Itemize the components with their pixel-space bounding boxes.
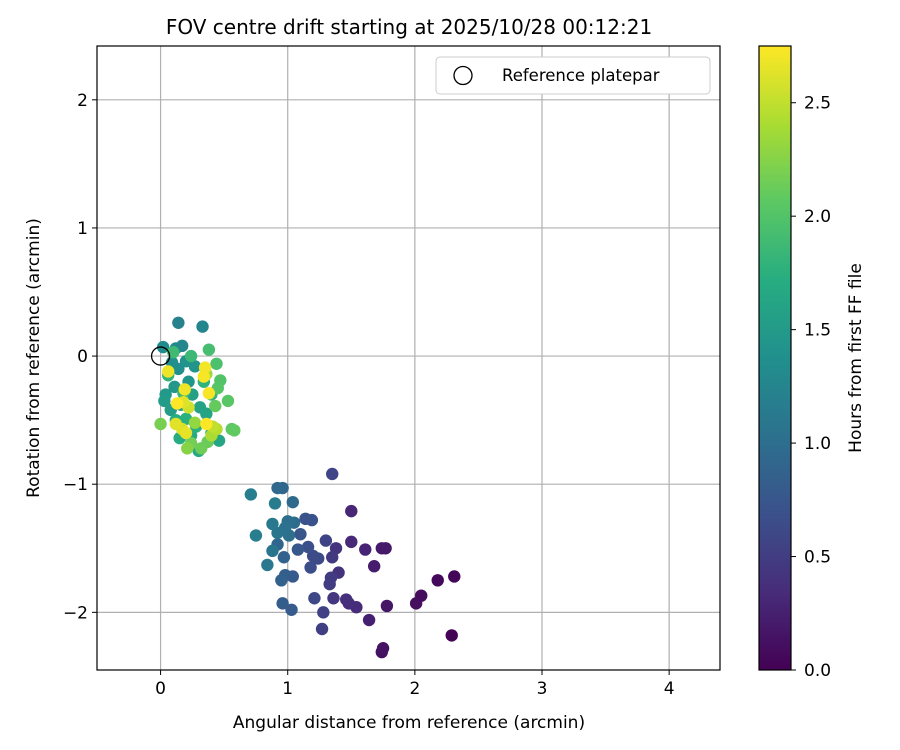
- data-point: [170, 397, 184, 410]
- data-point: [169, 417, 183, 431]
- legend-box: [435, 56, 711, 95]
- data-point: [301, 540, 315, 554]
- data-point: [294, 527, 307, 541]
- scatter-points: [150, 316, 461, 659]
- data-point: [345, 504, 358, 518]
- data-point: [375, 542, 388, 555]
- legend: Reference platepar: [435, 56, 711, 95]
- y-tick-label: 0: [77, 347, 88, 367]
- data-point: [445, 629, 458, 642]
- data-point: [345, 535, 358, 549]
- y-tick-label: 1: [77, 219, 88, 239]
- data-point: [276, 597, 289, 610]
- data-point: [184, 349, 198, 363]
- data-point: [188, 416, 202, 429]
- colorbar-gradient: [759, 46, 791, 670]
- data-point: [181, 442, 194, 455]
- colorbar-label: Hours from first FF file: [846, 263, 866, 453]
- colorbar-tick-label: 1.0: [804, 434, 831, 454]
- y-axis-ticks: −2 −1 0 1 2: [63, 91, 97, 623]
- x-axis-label: Angular distance from reference (arcmin): [233, 713, 585, 733]
- legend-entry-reference: Reference platepar: [502, 66, 660, 85]
- data-point: [285, 603, 298, 616]
- data-point: [261, 558, 274, 572]
- data-point: [179, 426, 193, 440]
- x-tick-label: 0: [155, 679, 166, 699]
- data-point: [209, 399, 222, 413]
- data-point: [299, 512, 312, 526]
- data-point: [221, 394, 235, 408]
- y-tick-label: −1: [63, 475, 88, 495]
- data-point: [277, 551, 291, 564]
- data-point: [362, 613, 376, 627]
- data-point: [409, 597, 423, 610]
- y-axis-label: Rotation from reference (arcmin): [24, 218, 44, 498]
- plot-frame: [96, 45, 721, 671]
- data-point: [317, 606, 330, 619]
- data-point: [380, 599, 394, 613]
- data-point: [268, 497, 282, 510]
- x-axis-ticks: 0 1 2 3 4: [155, 670, 675, 699]
- x-tick-label: 1: [282, 679, 293, 699]
- data-point: [326, 551, 339, 564]
- data-point: [172, 362, 185, 376]
- data-point: [327, 592, 340, 605]
- data-point: [367, 560, 381, 573]
- data-point: [162, 365, 175, 378]
- colorbar: 0.0 0.5 1.0 1.5 2.0 2.5 Hours from first FF f…: [758, 45, 866, 681]
- data-point: [266, 544, 279, 558]
- colorbar-ticks: 0.0 0.5 1.0 1.5 2.0 2.5: [791, 94, 831, 681]
- data-point: [308, 592, 321, 605]
- data-point: [188, 360, 202, 373]
- colorbar-tick-label: 0.0: [804, 661, 831, 681]
- data-point: [200, 417, 213, 431]
- data-point: [202, 387, 216, 400]
- data-point: [178, 383, 191, 396]
- colorbar-tick-label: 2.5: [804, 94, 831, 114]
- data-point: [154, 417, 167, 431]
- grid-lines: [97, 46, 720, 670]
- data-point: [158, 394, 171, 408]
- reference-platepar-marker: [150, 346, 171, 366]
- chart-title: FOV centre drift starting at 2025/10/28 …: [166, 15, 652, 39]
- data-point: [195, 442, 208, 455]
- data-point: [266, 517, 279, 531]
- data-point: [210, 357, 223, 370]
- data-point: [172, 316, 185, 329]
- data-point: [244, 488, 258, 501]
- x-tick-label: 3: [537, 679, 548, 699]
- data-point: [249, 529, 263, 542]
- data-point: [196, 320, 209, 333]
- data-point: [304, 561, 317, 574]
- data-point: [448, 570, 461, 583]
- data-point: [202, 343, 216, 356]
- data-point: [168, 380, 181, 394]
- legend-marker-reference: [453, 65, 473, 86]
- data-point: [376, 642, 390, 655]
- data-point: [326, 467, 339, 481]
- data-point: [315, 622, 329, 636]
- x-tick-label: 4: [664, 679, 675, 699]
- data-point: [197, 370, 210, 383]
- data-point: [200, 407, 213, 420]
- colorbar-tick-label: 0.5: [804, 548, 831, 568]
- data-point: [228, 424, 241, 437]
- y-tick-label: −2: [63, 603, 88, 623]
- data-point: [275, 574, 288, 587]
- colorbar-frame: [758, 45, 792, 671]
- data-point: [323, 577, 336, 591]
- data-point: [431, 574, 444, 587]
- data-point: [340, 593, 353, 606]
- data-point: [319, 534, 333, 547]
- colorbar-tick-label: 1.5: [804, 321, 831, 341]
- x-tick-label: 2: [409, 679, 420, 699]
- colorbar-tick-label: 2.0: [804, 207, 831, 227]
- data-point: [286, 495, 299, 509]
- data-point: [271, 481, 284, 495]
- y-tick-label: 2: [77, 91, 88, 111]
- data-point: [359, 543, 372, 556]
- data-point: [291, 543, 305, 556]
